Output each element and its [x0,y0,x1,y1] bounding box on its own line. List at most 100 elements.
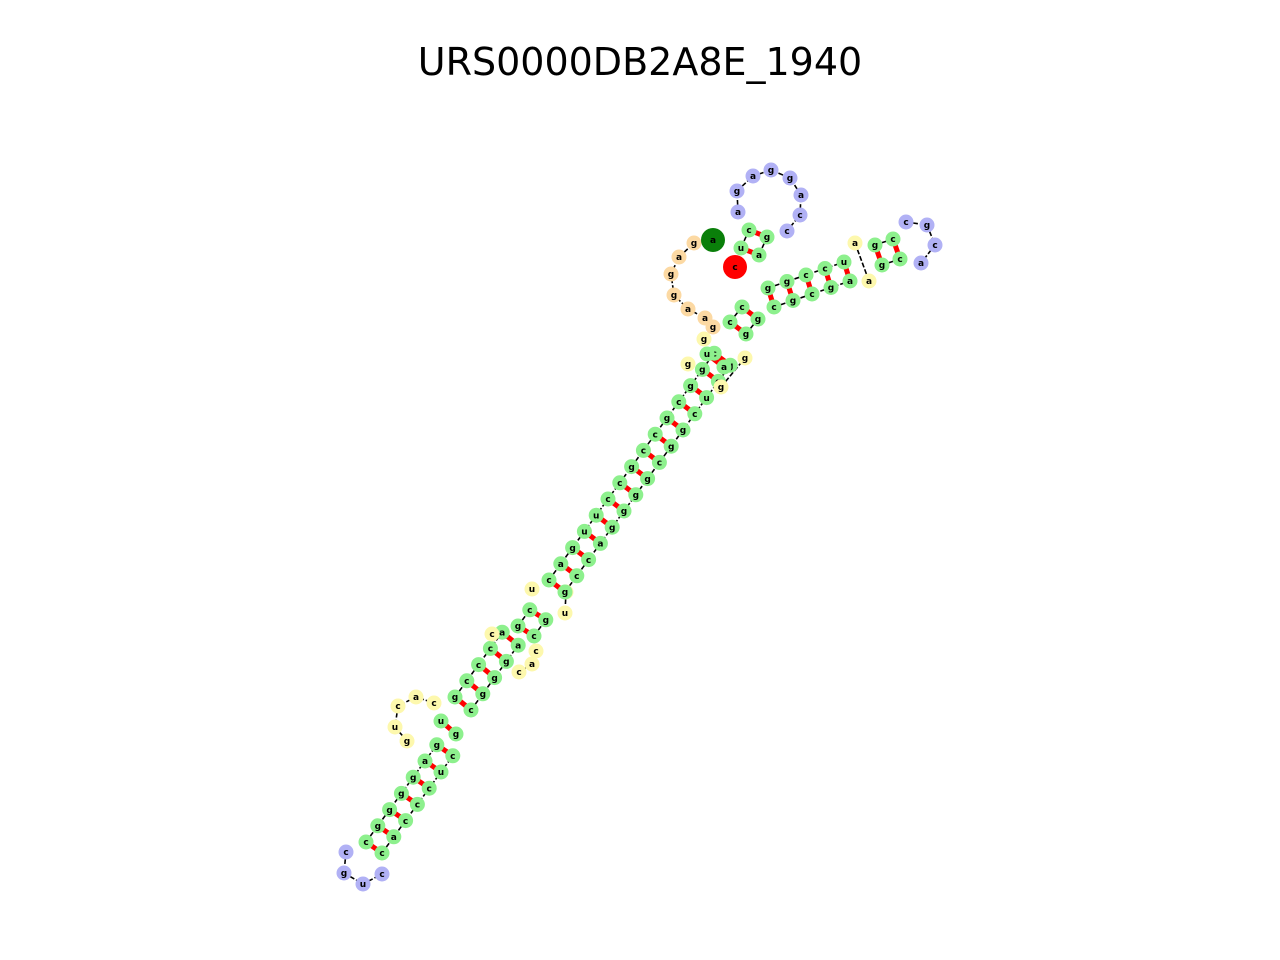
interior2-5p-1: u [524,581,540,597]
helix3-5p-9-circle [635,442,651,458]
helix1-5p-1-label: c [727,318,732,328]
hairpin1-1-label: c [343,848,348,858]
helix8-3p-2: g [785,293,801,308]
helix5-5p-4: c [482,640,498,656]
helix5-5p-2-circle [459,673,475,689]
helix5-3p-4-circle [498,653,514,669]
hairpin1-3: u [355,876,371,892]
helix8-3p-3-circle [804,286,820,302]
helix3-5p-1-label: c [546,576,551,586]
helix3-5p-9-label: c [641,447,646,457]
helix7-5p-1-label: c [746,226,751,236]
helix6-5p-2-circle [370,818,386,834]
interior1-5p-1: g [680,356,696,372]
helix6-5p-1: c [358,834,374,850]
helix4-3p-1: c [526,628,542,644]
helix5-3p-3-label: g [491,674,497,684]
hairpin1-1: c [338,844,354,860]
branch-loop-5-circle [426,695,442,711]
helix3-5p-2-label: a [558,560,564,570]
exterior-loop-1-label: g [710,323,716,333]
hairpin2-4-label: g [768,166,774,176]
helix3-5p-4-label: u [581,528,587,538]
helix3-3p-2: c [569,568,585,584]
helix3-5p-8-label: g [628,463,634,473]
helix3-3p-5-circle [604,519,620,535]
helix8-3p-2-label: g [790,297,796,307]
helix6-5p-4-circle [393,785,409,801]
helix3-5p-4-circle [576,523,592,539]
helix2-5p-1: u [699,346,715,362]
helix6-3p-2-label: a [391,833,397,843]
helix3-3p-8-label: g [644,475,650,485]
helix5-3p-1: c [463,702,479,718]
branch-stem-5p-1-circle [433,713,449,729]
branch-loop-4: a [408,689,424,705]
helix8-5p-4-label: c [822,265,827,275]
hairpin2-5-circle [782,170,798,186]
exterior-loop-4-circle [666,287,682,303]
branch-loop-5: c [426,695,442,711]
hairpin2-6-circle [793,187,809,203]
helix3-5p-13: g [683,378,699,394]
helix1-3p-2: g [750,311,766,327]
exterior-loop-6-label: a [676,253,682,263]
helix3-5p-7-circle [612,475,628,491]
helix6-3p-4-circle [409,796,425,812]
end-marker [723,255,747,279]
helix3-3p-1-label: g [562,588,568,598]
interior3-5p-1: c [484,626,500,642]
exterior-loop-5-circle [663,266,679,282]
helix3-3p-12-label: c [692,410,697,420]
bulge1-1-circle [696,331,712,347]
helix6-3p-5: c [421,780,437,796]
exterior-loop-3: a [680,301,696,317]
helix4-3p-1-circle [526,628,542,644]
helix3-3p-4-circle [592,535,608,551]
helix8-5p-2-circle [779,274,795,289]
interior2-5p-1-circle [524,581,540,597]
helix6-3p-3-circle [398,813,414,829]
helix3-5p-5: u [588,507,604,523]
exterior-loop-2-label: a [702,314,708,324]
helix7-5p-2-circle [733,240,749,256]
helix6-3p-6-label: u [438,768,444,778]
helix6-5p-5-circle [405,769,421,785]
hairpin3-3-label: c [932,241,937,251]
helix5-3p-3-circle [487,670,503,686]
helix1-5p-2-label: c [739,303,744,313]
helix3-3p-10-circle [663,438,679,454]
interior3-3p-1-label: c [533,647,538,657]
helix3-5p-4: u [576,523,592,539]
exterior-loop-4-label: g [671,291,677,301]
hairpin2-8-label: c [784,227,789,237]
branch-loop-2-circle [387,719,403,735]
helix9-5p-2-label: c [890,235,895,245]
helix9-5p-2: c [885,231,901,247]
helix5-3p-3: g [487,670,503,686]
helix6-3p-7: c [445,748,461,764]
helix5-3p-5-label: a [515,641,521,651]
helix6-3p-1-circle [374,845,390,861]
helix4-5p-1-label: g [515,622,521,632]
helix1-3p-1-circle [738,326,754,342]
branch-loop-1-label: g [404,737,410,747]
helix5-3p-2: g [475,686,491,702]
helix4-5p-2-circle [522,602,538,618]
hairpin2-2-circle [729,183,745,199]
helix3-5p-12: c [671,394,687,410]
hairpin1-2-circle [336,865,352,881]
helix6-5p-4-label: g [398,790,404,800]
helix6-5p-3-circle [382,802,398,818]
interior1-3p-1-circle [713,379,729,395]
helix8-3p-4-circle [823,280,839,295]
hairpin3-2-circle [919,217,935,233]
helix3-5p-14: g [694,361,710,377]
helix1-5p-1: c [722,314,738,330]
helix3-3p-7: g [628,487,644,503]
helix8-3p-4: g [823,280,839,295]
branch-loop-3-circle [390,698,406,714]
helix5-5p-5-label: a [499,628,505,638]
helix7-5p-2-label: u [738,244,744,254]
hairpin3-1-label: c [903,218,908,228]
